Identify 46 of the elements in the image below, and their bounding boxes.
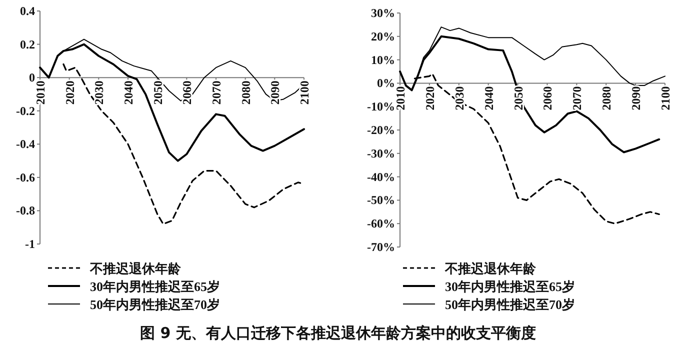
y-tick-label: 10% bbox=[371, 52, 395, 67]
y-tick-label: -0.2 bbox=[16, 104, 35, 118]
x-tick-label: 2010 bbox=[394, 86, 408, 110]
x-tick-label: 2060 bbox=[540, 86, 555, 110]
x-tick-label: 2090 bbox=[629, 86, 644, 110]
x-tick-label: 2020 bbox=[422, 86, 437, 110]
y-tick-label: 30% bbox=[371, 6, 395, 20]
x-tick-label: 2040 bbox=[482, 86, 496, 110]
y-tick-label: 0% bbox=[377, 76, 395, 90]
y-tick-label: -40% bbox=[367, 170, 395, 184]
caption: 图 9 无、有人口迁移下各推迟退休年龄方案中的收支平衡度 bbox=[140, 324, 536, 342]
x-tick-label: 2100 bbox=[298, 80, 312, 105]
x-tick-label: 2030 bbox=[92, 80, 106, 105]
y-tick-label: -20% bbox=[367, 123, 395, 137]
legend-label: 30年内男性推迟至65岁 bbox=[90, 279, 220, 294]
y-tick-label: -70% bbox=[367, 240, 395, 254]
y-tick-label: -10% bbox=[367, 100, 395, 114]
legend-label: 不推迟退休年龄 bbox=[89, 261, 182, 276]
legend-label: 50年内男性推迟至70岁 bbox=[90, 297, 220, 312]
x-tick-label: 2060 bbox=[180, 80, 194, 105]
y-tick-label: -50% bbox=[367, 193, 395, 208]
legend-label: 30年内男性推迟至65岁 bbox=[445, 279, 575, 294]
y-tick-label: -0.4 bbox=[16, 137, 35, 152]
y-tick-label: -30% bbox=[367, 146, 395, 160]
x-tick-label: 2070 bbox=[570, 86, 584, 110]
y-tick-label: -0.6 bbox=[16, 170, 35, 184]
x-tick-label: 2080 bbox=[238, 80, 253, 105]
y-tick-label: 0 bbox=[29, 70, 35, 85]
x-tick-label: 2080 bbox=[600, 86, 614, 110]
legend-label: 50年内男性推迟至70岁 bbox=[445, 297, 575, 312]
x-tick-label: 2040 bbox=[122, 80, 136, 105]
x-tick-label: 2100 bbox=[658, 86, 672, 110]
x-tick-label: 2010 bbox=[34, 80, 48, 105]
x-tick-label: 2050 bbox=[511, 86, 526, 110]
x-tick-label: 2090 bbox=[268, 80, 282, 105]
y-tick-label: -1 bbox=[25, 237, 35, 251]
x-tick-label: 2050 bbox=[150, 80, 165, 105]
legend-label: 不推迟退休年龄 bbox=[444, 261, 537, 276]
y-tick-label: 20% bbox=[371, 29, 395, 44]
y-tick-label: 0.2 bbox=[20, 37, 35, 52]
x-tick-label: 2020 bbox=[62, 80, 77, 105]
x-tick-label: 2070 bbox=[210, 80, 224, 105]
y-tick-label: 0.4 bbox=[20, 4, 35, 18]
y-tick-label: -0.8 bbox=[16, 204, 35, 218]
x-tick-label: 2030 bbox=[452, 86, 466, 110]
y-tick-label: -60% bbox=[367, 216, 395, 231]
